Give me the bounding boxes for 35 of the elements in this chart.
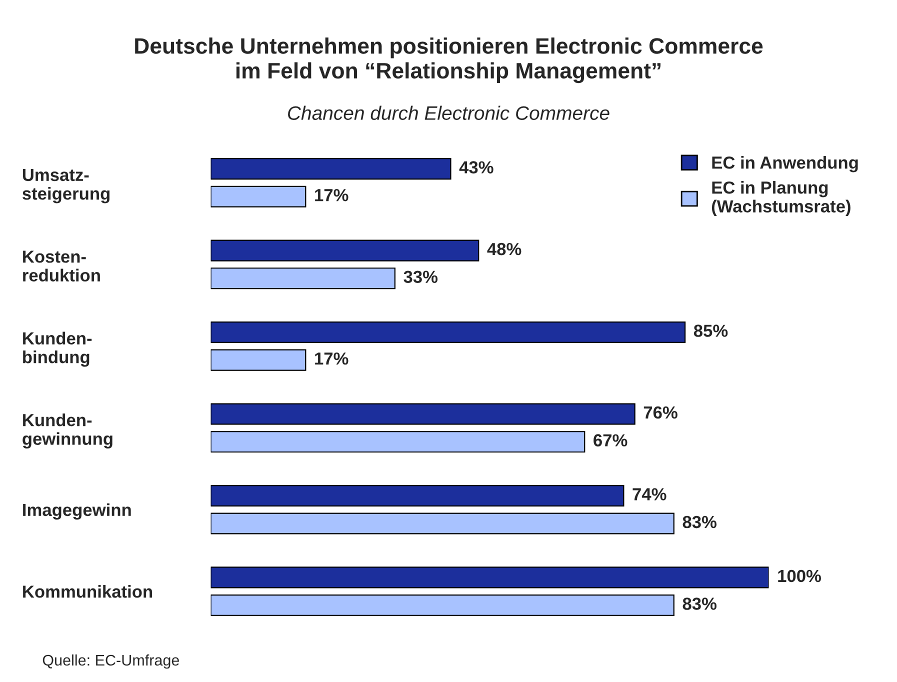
y-tick-label: Imagegewinn [23, 503, 131, 520]
legend-label: EC in Anwendung [712, 156, 858, 172]
y-tick-label: Umsatz- steigerung [22, 168, 110, 204]
chart-subtitle: Chancen durch Electronic Commerce [288, 106, 610, 120]
bar [210, 403, 636, 425]
bar [210, 594, 674, 616]
bar [210, 431, 586, 453]
data-label: 74% [632, 488, 666, 500]
data-label: 83% [682, 516, 717, 528]
y-tick-label: Kosten- reduktion [23, 250, 100, 282]
data-label: 17% [315, 352, 348, 365]
data-label: 100% [778, 570, 822, 582]
bar [210, 268, 396, 290]
bar [210, 322, 686, 344]
bar [210, 158, 452, 180]
data-label: 48% [487, 242, 522, 256]
bar [210, 240, 480, 262]
bar [210, 566, 769, 588]
y-tick-label: Kommunikation [23, 585, 152, 598]
legend-label: EC in Planung (Wachstumsrate) [712, 180, 850, 216]
data-label: 85% [694, 324, 728, 337]
bar [210, 349, 306, 371]
data-label: 76% [644, 406, 678, 419]
y-tick-label: Kunden- bindung [23, 332, 92, 367]
bar [210, 186, 306, 208]
data-label: 83% [682, 598, 717, 610]
data-label: 33% [404, 270, 438, 284]
data-label: 43% [459, 161, 494, 174]
bar [210, 484, 624, 506]
data-label: 67% [594, 434, 628, 446]
source-note: Quelle: EC-Umfrage [42, 654, 180, 669]
y-tick-label: Kunden- gewinnung [22, 414, 112, 448]
chart-title: Deutsche Unternehmen positionieren Electronic Commerce im Feld von “Relationship Management” [135, 38, 763, 84]
bar [210, 512, 674, 534]
data-label: 17% [315, 189, 348, 202]
